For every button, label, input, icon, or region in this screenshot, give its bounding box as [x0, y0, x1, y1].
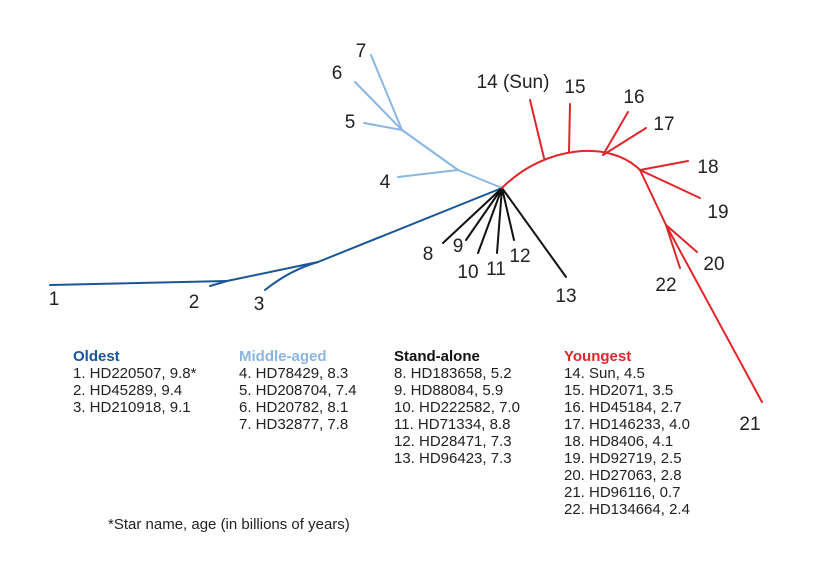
legend-youngest: Youngest 14. Sun, 4.5 15. HD2071, 3.5 16. …	[564, 348, 690, 518]
branch-oldest-trunk	[317, 187, 503, 263]
node-label: 10	[457, 262, 478, 283]
legend-stand-alone-item: 9. HD88084, 5.9	[394, 382, 504, 399]
legend-stand-alone: Stand-alone 8. HD183658, 5.2 9. HD88084, …	[394, 348, 520, 467]
node-label: 12	[509, 246, 530, 267]
branch-node-11	[496, 187, 503, 254]
node-label: 13	[555, 286, 576, 307]
legend-middle-aged-item: 4. HD78429, 8.3	[239, 365, 349, 382]
legend-stand-alone-item: 11. HD71334, 8.8	[394, 416, 511, 433]
branch-node-20	[665, 224, 698, 253]
legend-youngest-item: 21. HD96116, 0.7	[564, 484, 681, 501]
legend-youngest-item: 19. HD92719, 2.5	[564, 450, 682, 467]
branch-node-2	[209, 280, 228, 287]
branch-middle-trunk	[457, 169, 503, 189]
node-label: 8	[423, 244, 434, 265]
legend-oldest: Oldest 1. HD220507, 9.8* 2. HD45289, 9.4 3…	[73, 348, 196, 416]
node-label: 16	[623, 87, 644, 108]
node-label: 6	[332, 63, 343, 84]
legend-youngest-item: 14. Sun, 4.5	[564, 365, 645, 382]
legend-oldest-item: 2. HD45289, 9.4	[73, 382, 183, 399]
node-label: 21	[739, 414, 760, 435]
node-label: 9	[453, 236, 464, 257]
branch-node-22	[665, 224, 681, 269]
node-label: 14 (Sun)	[477, 72, 550, 93]
legend-youngest-item: 20. HD27063, 2.8	[564, 467, 682, 484]
legend-stand-alone-item: 13. HD96423, 7.3	[394, 450, 512, 467]
branch-node-5	[363, 122, 403, 131]
footnote: *Star name, age (in billions of years)	[108, 516, 350, 533]
branch-middle-inner	[401, 129, 459, 171]
node-label: 1	[49, 289, 60, 310]
legend-oldest-item: 1. HD220507, 9.8*	[73, 365, 197, 382]
legend-stand-alone-item: 10. HD222582, 7.0	[394, 399, 520, 416]
legend-middle-aged-item: 7. HD32877, 7.8	[239, 416, 349, 433]
branch-node-8	[442, 187, 503, 244]
legend-youngest-item: 18. HD8406, 4.1	[564, 433, 674, 450]
branch-node-4	[397, 169, 459, 178]
branch-node-9	[465, 187, 503, 241]
branch-node-1	[49, 280, 228, 286]
legend-youngest-item: 22. HD134664, 2.4	[564, 501, 690, 518]
legend-stand-alone-item: 12. HD28471, 7.3	[394, 433, 512, 450]
node-label: 17	[653, 114, 674, 135]
legend-middle-aged-item: 6. HD20782, 8.1	[239, 399, 349, 416]
node-label: 2	[189, 292, 200, 313]
node-label: 18	[697, 157, 718, 178]
node-label: 22	[655, 275, 676, 296]
node-label: 11	[486, 259, 506, 280]
node-label: 3	[254, 294, 265, 315]
node-label: 4	[380, 172, 391, 193]
legend-oldest-title: Oldest	[73, 348, 120, 365]
branch-youngest-inner	[639, 169, 667, 226]
legend-youngest-title: Youngest	[564, 348, 632, 365]
branch-node-13	[501, 187, 567, 278]
branch-node-21	[665, 224, 763, 403]
legend-oldest-item: 3. HD210918, 9.1	[73, 399, 191, 416]
branch-youngest-arc	[501, 150, 641, 189]
branch-oldest-inner	[226, 261, 319, 282]
node-label: 5	[345, 112, 356, 133]
branch-node-16	[602, 111, 629, 156]
branch-node-12	[501, 187, 515, 241]
branch-node-6	[354, 81, 403, 131]
legend-youngest-item: 16. HD45184, 2.7	[564, 399, 682, 416]
branch-node-14-sun	[529, 99, 545, 159]
node-label: 20	[703, 254, 724, 275]
branch-node-7	[370, 54, 403, 131]
branch-node-15	[568, 103, 571, 153]
legend-middle-aged: Middle-aged 4. HD78429, 8.3 5. HD208704, …	[239, 348, 357, 433]
branch-node-10	[477, 187, 503, 254]
branch-node-3	[264, 261, 319, 291]
legend-middle-aged-item: 5. HD208704, 7.4	[239, 382, 357, 399]
node-label: 7	[356, 41, 367, 62]
node-label: 19	[707, 202, 728, 223]
legend-stand-alone-title: Stand-alone	[394, 348, 480, 365]
branch-node-19	[639, 169, 701, 199]
branch-node-18	[639, 160, 689, 171]
legend-middle-aged-title: Middle-aged	[239, 348, 327, 365]
legend-youngest-item: 15. HD2071, 3.5	[564, 382, 674, 399]
branch-node-17	[602, 127, 647, 156]
node-label: 15	[564, 77, 585, 98]
legend-youngest-item: 17. HD146233, 4.0	[564, 416, 690, 433]
legend-stand-alone-item: 8. HD183658, 5.2	[394, 365, 512, 382]
